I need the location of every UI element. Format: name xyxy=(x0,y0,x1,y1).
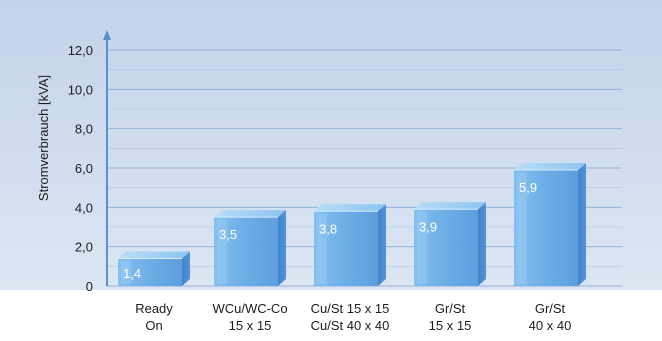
bar-highlight xyxy=(517,171,527,284)
y-tick-label: 2,0 xyxy=(75,240,93,255)
value-label: 3,8 xyxy=(319,221,337,236)
category-label: WCu/WC-Co xyxy=(212,301,287,316)
y-tick-label: 6,0 xyxy=(75,161,93,176)
bar-front xyxy=(214,217,278,286)
category-label: Cu/St 40 x 40 xyxy=(311,318,390,333)
bar-top xyxy=(414,202,486,210)
category-label: On xyxy=(145,318,162,333)
bar-side xyxy=(578,162,586,286)
category-label: Gr/St xyxy=(435,301,466,316)
bar-side xyxy=(378,204,386,286)
category-labels: Ready On WCu/WC-Co 15 x 15 Cu/St 15 x 15 Cu/S… xyxy=(135,301,571,333)
bar xyxy=(214,210,286,286)
y-tick-label: 4,0 xyxy=(75,200,93,215)
bar-top xyxy=(514,162,586,170)
bar xyxy=(414,202,486,286)
bar-top xyxy=(118,251,190,259)
category-label: Cu/St 15 x 15 xyxy=(311,301,390,316)
bar-highlight xyxy=(417,211,427,284)
value-label: 1,4 xyxy=(123,266,141,281)
bar-highlight xyxy=(217,219,227,284)
y-axis-arrow xyxy=(103,30,111,40)
y-tick-label: 12,0 xyxy=(68,43,93,58)
category-label: 40 x 40 xyxy=(529,318,572,333)
y-axis-label: Stromverbrauch [kVA] xyxy=(36,75,51,201)
category-label: Gr/St xyxy=(535,301,566,316)
bar xyxy=(314,204,386,286)
category-label: 15 x 15 xyxy=(229,318,272,333)
y-tick-labels: 0 2,0 4,0 6,0 8,0 10,0 12,0 xyxy=(68,43,93,294)
bars xyxy=(118,162,586,286)
bar-highlight xyxy=(121,260,131,284)
bar-top xyxy=(214,210,286,218)
category-label: Ready xyxy=(135,301,173,316)
bar-front xyxy=(314,211,378,286)
bar xyxy=(514,162,586,286)
bar xyxy=(118,251,190,286)
bar-front xyxy=(118,258,182,286)
y-tick-label: 8,0 xyxy=(75,122,93,137)
bar-side xyxy=(182,251,190,286)
bar-front xyxy=(514,169,578,286)
value-label: 5,9 xyxy=(519,180,537,195)
bar-front xyxy=(414,209,478,286)
bar-highlight xyxy=(317,213,327,284)
value-labels: 1,4 3,5 3,8 3,9 5,9 xyxy=(123,180,537,281)
bar-side xyxy=(478,202,486,286)
category-label: 15 x 15 xyxy=(429,318,472,333)
y-tick-label: 0 xyxy=(86,279,93,294)
value-label: 3,9 xyxy=(419,219,437,234)
y-tick-label: 10,0 xyxy=(68,82,93,97)
y-axis xyxy=(103,30,111,286)
bar-side xyxy=(278,210,286,286)
value-label: 3,5 xyxy=(219,227,237,242)
bar-top xyxy=(314,204,386,212)
